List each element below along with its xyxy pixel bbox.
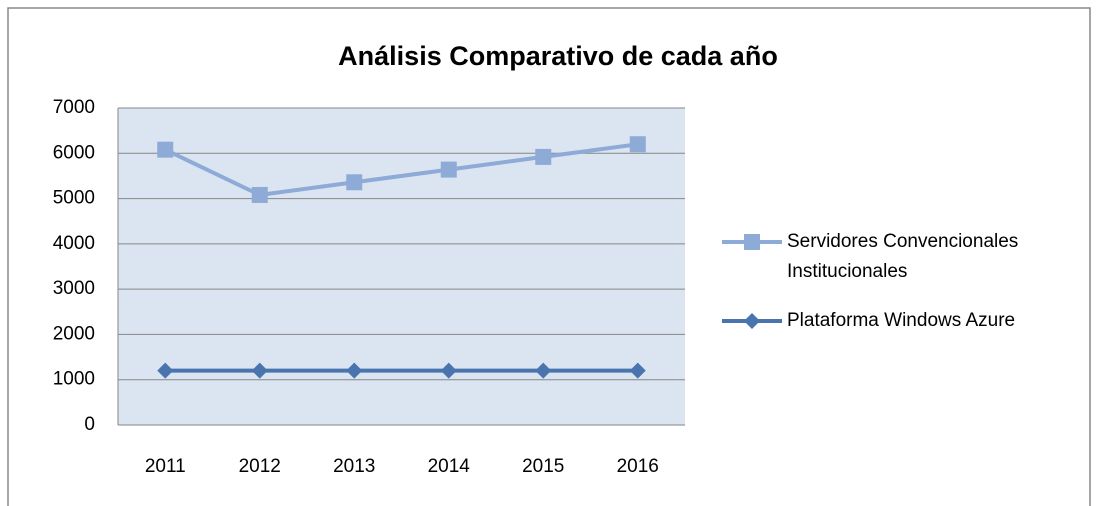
chart-border bbox=[7, 7, 1091, 506]
marker bbox=[251, 186, 268, 203]
y-tick-label: 4000 bbox=[53, 233, 95, 254]
y-tick-label: 6000 bbox=[53, 142, 95, 163]
marker bbox=[251, 362, 268, 379]
plot-background bbox=[118, 108, 685, 425]
y-tick-label: 0 bbox=[84, 414, 95, 435]
marker bbox=[157, 141, 174, 158]
y-tick-label: 7000 bbox=[53, 97, 95, 118]
x-tick-label: 2012 bbox=[239, 456, 281, 477]
y-tick-label: 1000 bbox=[53, 369, 95, 390]
marker bbox=[744, 234, 760, 250]
marker bbox=[629, 136, 646, 153]
legend-label: Plataforma Windows Azure bbox=[787, 310, 1016, 331]
marker bbox=[440, 362, 457, 379]
marker bbox=[440, 161, 457, 178]
marker bbox=[535, 148, 552, 165]
x-tick-label: 2013 bbox=[333, 456, 375, 477]
chart-title: Análisis Comparativo de cada año bbox=[338, 41, 778, 71]
x-tick-label: 2011 bbox=[145, 456, 186, 477]
y-tick-label: 2000 bbox=[53, 323, 95, 344]
y-tick-label: 3000 bbox=[53, 278, 95, 299]
marker bbox=[157, 362, 174, 379]
legend-label: Servidores Convencionales Institucionale… bbox=[787, 231, 1019, 282]
marker bbox=[744, 313, 760, 329]
marker bbox=[535, 362, 552, 379]
marker bbox=[629, 362, 646, 379]
line bbox=[164, 142, 639, 198]
x-tick-label: 2016 bbox=[617, 456, 659, 477]
x-tick-label: 2014 bbox=[428, 456, 471, 477]
y-tick-label: 5000 bbox=[53, 188, 95, 209]
marker bbox=[346, 362, 363, 379]
x-tick-label: 2015 bbox=[522, 456, 564, 477]
marker bbox=[346, 174, 363, 191]
